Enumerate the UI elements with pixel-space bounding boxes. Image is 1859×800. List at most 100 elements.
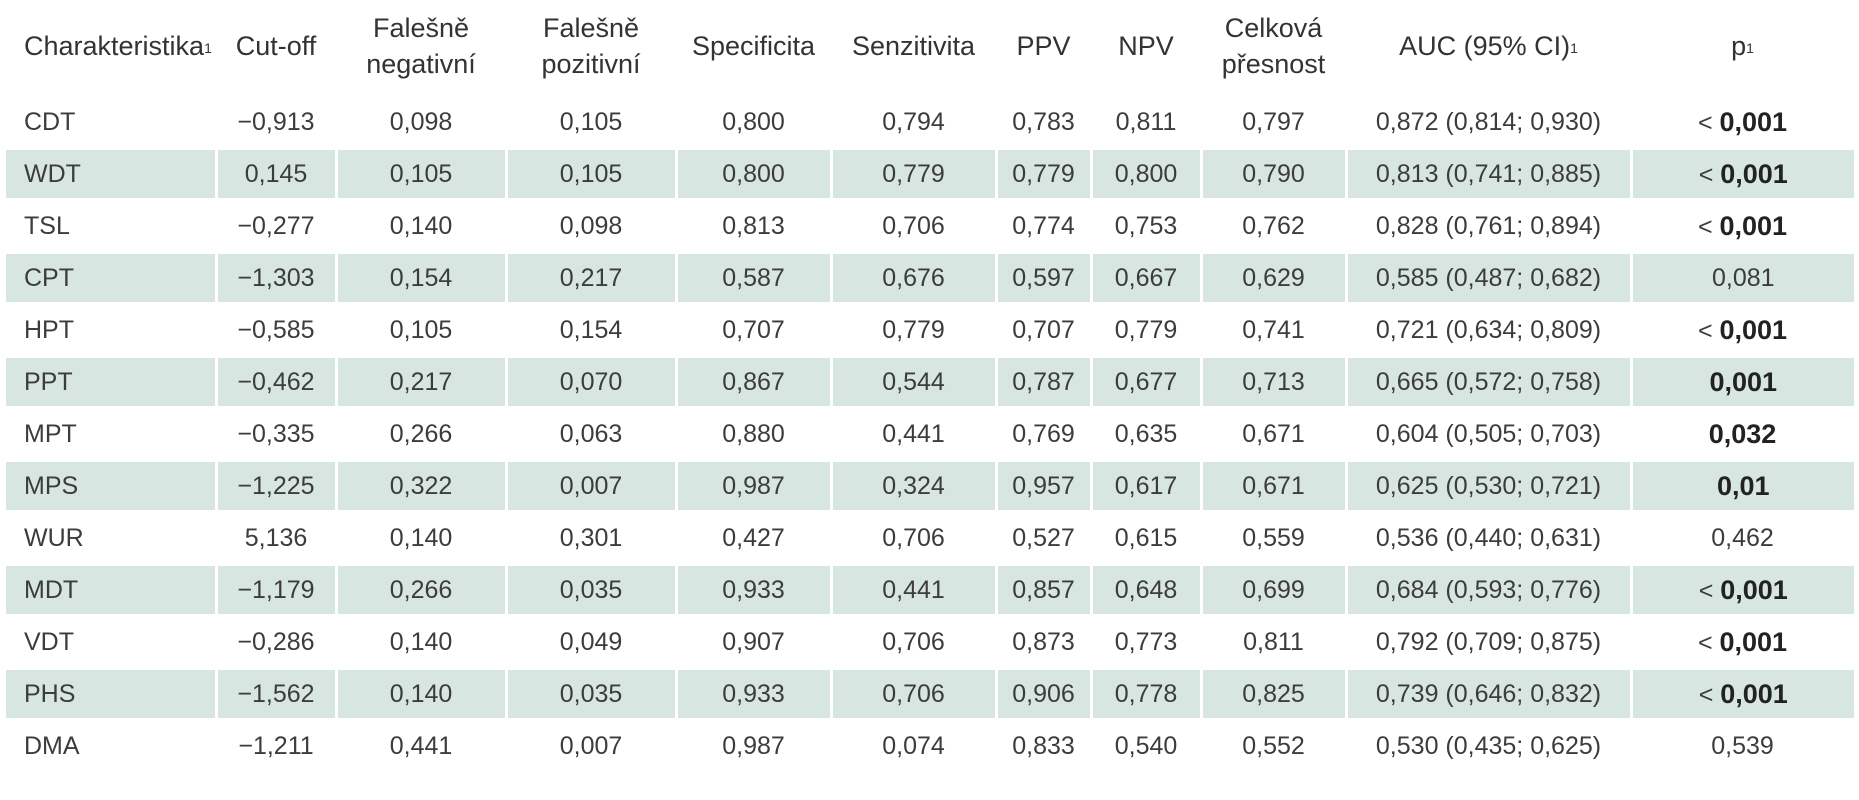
cell-npv: 0,811 [1091,94,1201,150]
cell-overall-accuracy: 0,699 [1199,562,1346,618]
table-row: WDT 0,145 0,105 0,105 0,800 0,779 0,779 0,800 0,… [6,146,1854,202]
cell-p-value: 0,081 [1629,250,1854,306]
cell-sensitivity: 0,441 [831,406,996,462]
cell-false-negative: 0,266 [336,406,506,462]
cell-false-negative: 0,441 [336,718,506,774]
cell-specificity: 0,800 [674,146,831,202]
cell-overall-accuracy: 0,671 [1199,458,1346,514]
cell-false-positive: 0,007 [506,718,676,774]
cell-cutoff: −1,225 [214,458,336,514]
cell-auc: 0,813 (0,741; 0,885) [1344,146,1631,202]
cell-sensitivity: 0,706 [829,666,996,722]
cell-cutoff: −0,277 [216,198,336,254]
cell-ppv: 0,774 [996,198,1091,254]
cell-npv: 0,615 [1091,510,1201,566]
cell-false-negative: 0,140 [336,510,506,566]
cell-cutoff: −0,913 [216,94,336,150]
cell-p-value: 0,01 [1629,458,1854,514]
cell-characteristic: MPT [6,406,216,462]
cell-false-positive: 0,105 [506,94,676,150]
cell-auc: 0,721 (0,634; 0,809) [1346,302,1631,358]
cell-sensitivity: 0,779 [829,146,996,202]
diagnostic-accuracy-table: Charakteristika1 Cut-off Falešně negativ… [6,0,1854,774]
p-value: 0,081 [1711,263,1775,292]
cell-cutoff: −0,585 [216,302,336,358]
cell-specificity: 0,587 [674,250,831,306]
cell-specificity: 0,987 [674,458,831,514]
cell-p-value: < 0,001 [1631,614,1854,670]
table-row: VDT −0,286 0,140 0,049 0,907 0,706 0,873 0,773 0… [6,614,1854,670]
cell-auc: 0,625 (0,530; 0,721) [1344,458,1631,514]
cell-cutoff: −1,562 [214,666,336,722]
p-value: 0,001 [1719,210,1788,241]
cell-ppv: 0,833 [996,718,1091,774]
p-value: 0,001 [1720,158,1788,189]
p-prefix: < [1697,108,1720,137]
cell-false-positive: 0,035 [504,666,676,722]
cell-false-negative: 0,266 [334,562,506,618]
cell-sensitivity: 0,324 [829,458,996,514]
header-specificity: Specificita [676,0,831,97]
header-overall-accuracy: Celková přesnost [1201,0,1346,97]
cell-auc: 0,739 (0,646; 0,832) [1344,666,1631,722]
cell-characteristic: HPT [6,302,216,358]
cell-overall-accuracy: 0,629 [1199,250,1346,306]
cell-ppv: 0,787 [994,354,1091,410]
cell-sensitivity: 0,706 [831,614,996,670]
cell-false-negative: 0,322 [334,458,506,514]
header-p-value: p1 [1631,0,1854,97]
header-characteristic: Charakteristika1 [6,0,216,97]
cell-characteristic: CDT [6,94,216,150]
cell-false-positive: 0,098 [506,198,676,254]
table-row: DMA −1,211 0,441 0,007 0,987 0,074 0,833 0,540 0… [6,718,1854,774]
cell-false-positive: 0,035 [504,562,676,618]
cell-false-positive: 0,049 [506,614,676,670]
cell-false-negative: 0,140 [336,614,506,670]
cell-specificity: 0,707 [676,302,831,358]
cell-sensitivity: 0,706 [831,510,996,566]
cell-p-value: 0,539 [1631,718,1854,774]
header-auc: AUC (95% CI)1 [1346,0,1631,97]
header-ppv: PPV [996,0,1091,97]
cell-characteristic: DMA [6,718,216,774]
cell-false-positive: 0,070 [504,354,676,410]
cell-overall-accuracy: 0,811 [1201,614,1346,670]
p-prefix: < [1698,160,1721,189]
cell-p-value: < 0,001 [1629,146,1854,202]
cell-overall-accuracy: 0,671 [1201,406,1346,462]
cell-characteristic: WUR [6,510,216,566]
table-row: CPT −1,303 0,154 0,217 0,587 0,676 0,597 0,667 0… [6,250,1854,306]
header-npv: NPV [1091,0,1201,97]
cell-p-value: 0,462 [1631,510,1854,566]
header-cutoff: Cut-off [216,0,336,97]
cell-characteristic: WDT [6,146,216,202]
cell-p-value: < 0,001 [1631,198,1854,254]
cell-false-negative: 0,105 [334,146,506,202]
cell-cutoff: −1,303 [214,250,336,306]
p-value: 0,539 [1711,731,1774,760]
cell-sensitivity: 0,676 [829,250,996,306]
p-value: 0,001 [1719,314,1788,345]
cell-characteristic: VDT [6,614,216,670]
cell-specificity: 0,800 [676,94,831,150]
p-value: 0,001 [1720,574,1788,605]
cell-cutoff: −1,211 [216,718,336,774]
header-row: Charakteristika1 Cut-off Falešně negativ… [6,0,1854,97]
table-row: WUR 5,136 0,140 0,301 0,427 0,706 0,527 0,615 0,… [6,510,1854,566]
cell-cutoff: −0,462 [214,354,336,410]
cell-false-negative: 0,098 [336,94,506,150]
cell-sensitivity: 0,544 [829,354,996,410]
cell-specificity: 0,987 [676,718,831,774]
cell-npv: 0,667 [1089,250,1201,306]
cell-npv: 0,800 [1089,146,1201,202]
cell-false-positive: 0,217 [504,250,676,306]
cell-ppv: 0,857 [994,562,1091,618]
cell-characteristic: TSL [6,198,216,254]
cell-overall-accuracy: 0,559 [1201,510,1346,566]
cell-p-value: 0,032 [1631,406,1854,462]
cell-sensitivity: 0,441 [829,562,996,618]
cell-false-positive: 0,105 [504,146,676,202]
cell-cutoff: 5,136 [216,510,336,566]
cell-characteristic: PPT [6,354,216,410]
cell-specificity: 0,427 [676,510,831,566]
